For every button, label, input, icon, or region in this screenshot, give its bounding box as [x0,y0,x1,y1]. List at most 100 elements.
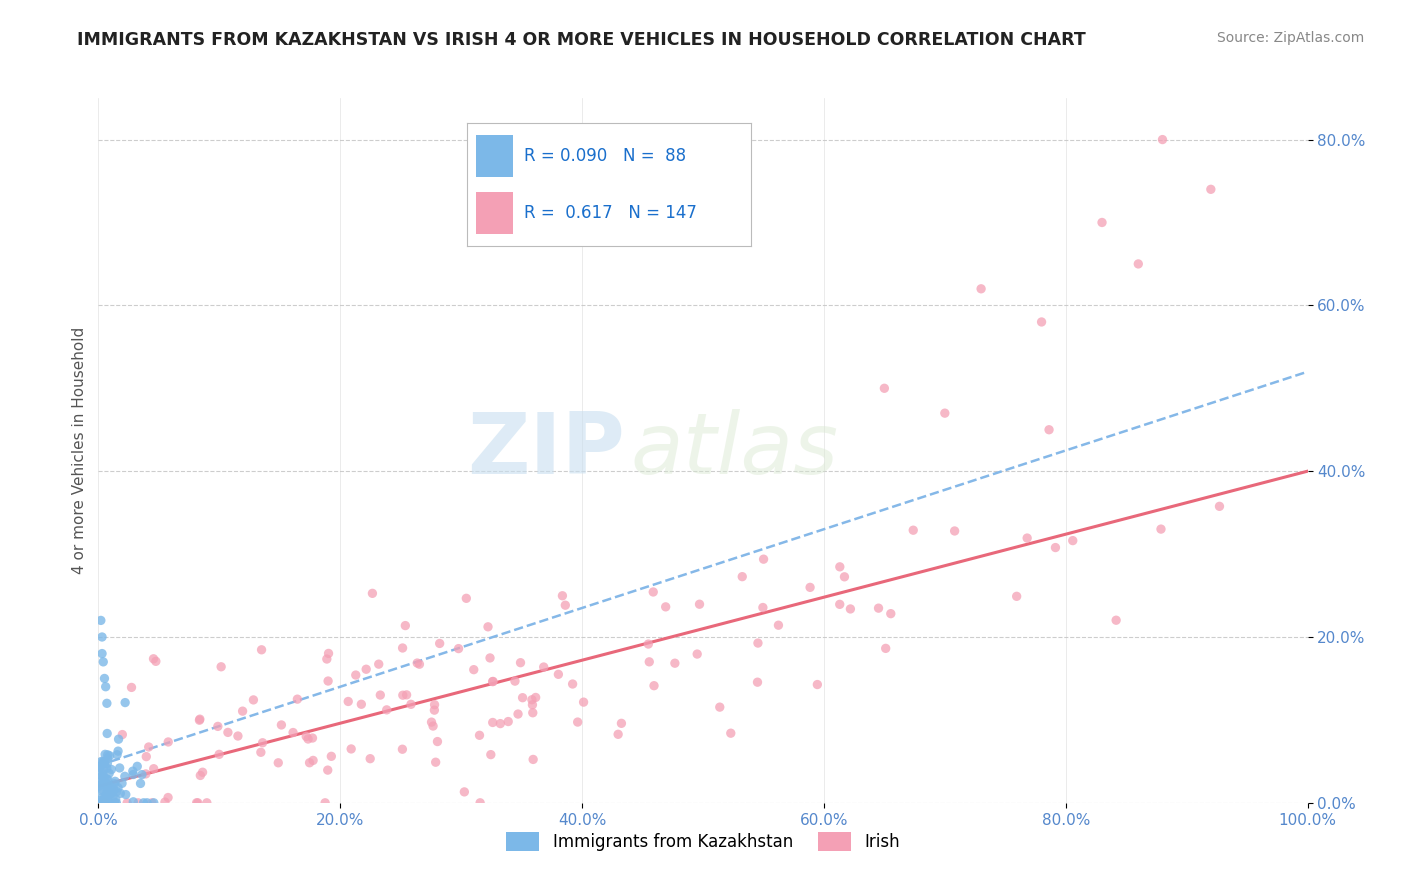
Point [121,681,143,695]
Point [141,796,163,810]
Point [93,763,115,777]
Point [97,772,120,787]
Point [875,641,897,656]
Point [136,796,159,810]
Point [423,703,446,717]
Point [91,655,114,669]
Point [420,715,443,730]
Point [479,651,502,665]
Point [394,618,416,632]
Point [1199,182,1222,196]
Point [94,796,117,810]
Point [250,745,273,759]
Point [873,381,896,395]
Point [943,524,966,538]
Point [321,749,343,764]
Point [91,767,114,781]
Point [100,780,122,794]
Point [89,759,111,773]
Point [643,679,665,693]
Point [747,636,769,650]
Point [96,756,118,771]
Point [186,796,208,810]
Point [94,747,117,762]
Point [97,778,120,792]
Point [87,780,110,794]
Point [752,552,775,566]
Point [188,713,211,727]
Point [834,570,856,584]
Legend: Immigrants from Kazakhstan, Irish: Immigrants from Kazakhstan, Irish [499,825,907,858]
Point [1208,500,1230,514]
Point [547,667,569,681]
Point [127,759,149,773]
Point [752,600,775,615]
Point [468,796,491,810]
Point [250,642,273,657]
Point [522,706,544,720]
Point [96,726,118,740]
Point [93,756,115,771]
Point [157,790,180,805]
Point [93,774,115,789]
Point [157,735,180,749]
Point [135,749,157,764]
Point [96,752,118,766]
Point [91,647,114,661]
Point [187,796,209,810]
Point [391,742,413,756]
Point [610,716,633,731]
Point [98,786,121,800]
Point [686,647,709,661]
Point [572,695,595,709]
Point [806,677,828,691]
Point [340,742,363,756]
Point [689,597,711,611]
Point [107,744,129,758]
Point [107,732,129,747]
Point [90,774,112,789]
Point [391,640,413,655]
Point [93,793,115,807]
Point [481,715,503,730]
Point [664,656,686,670]
Point [188,712,211,726]
Point [506,706,529,721]
Point [103,776,125,790]
Point [135,767,157,781]
Point [98,766,121,780]
Point [567,714,589,729]
Point [105,784,128,798]
Point [89,783,111,797]
Point [533,660,555,674]
Point [423,698,446,712]
Point [406,656,429,670]
Point [97,796,120,810]
Point [316,673,339,688]
Point [96,796,118,810]
Point [107,780,129,795]
Point [1152,132,1174,146]
Point [429,636,451,650]
Point [607,727,630,741]
Point [217,725,239,739]
Point [127,796,149,810]
Point [354,662,377,676]
Point [91,782,114,797]
Point [880,607,903,621]
Point [554,598,576,612]
Point [91,630,114,644]
Point [561,677,583,691]
Point [709,700,731,714]
Point [94,680,117,694]
Point [188,768,211,782]
Point [551,589,574,603]
Point [392,688,415,702]
Point [90,614,112,628]
Point [479,747,502,762]
Point [90,769,112,783]
Point [337,694,360,708]
Text: atlas: atlas [630,409,838,492]
Point [422,719,444,733]
Point [399,698,422,712]
